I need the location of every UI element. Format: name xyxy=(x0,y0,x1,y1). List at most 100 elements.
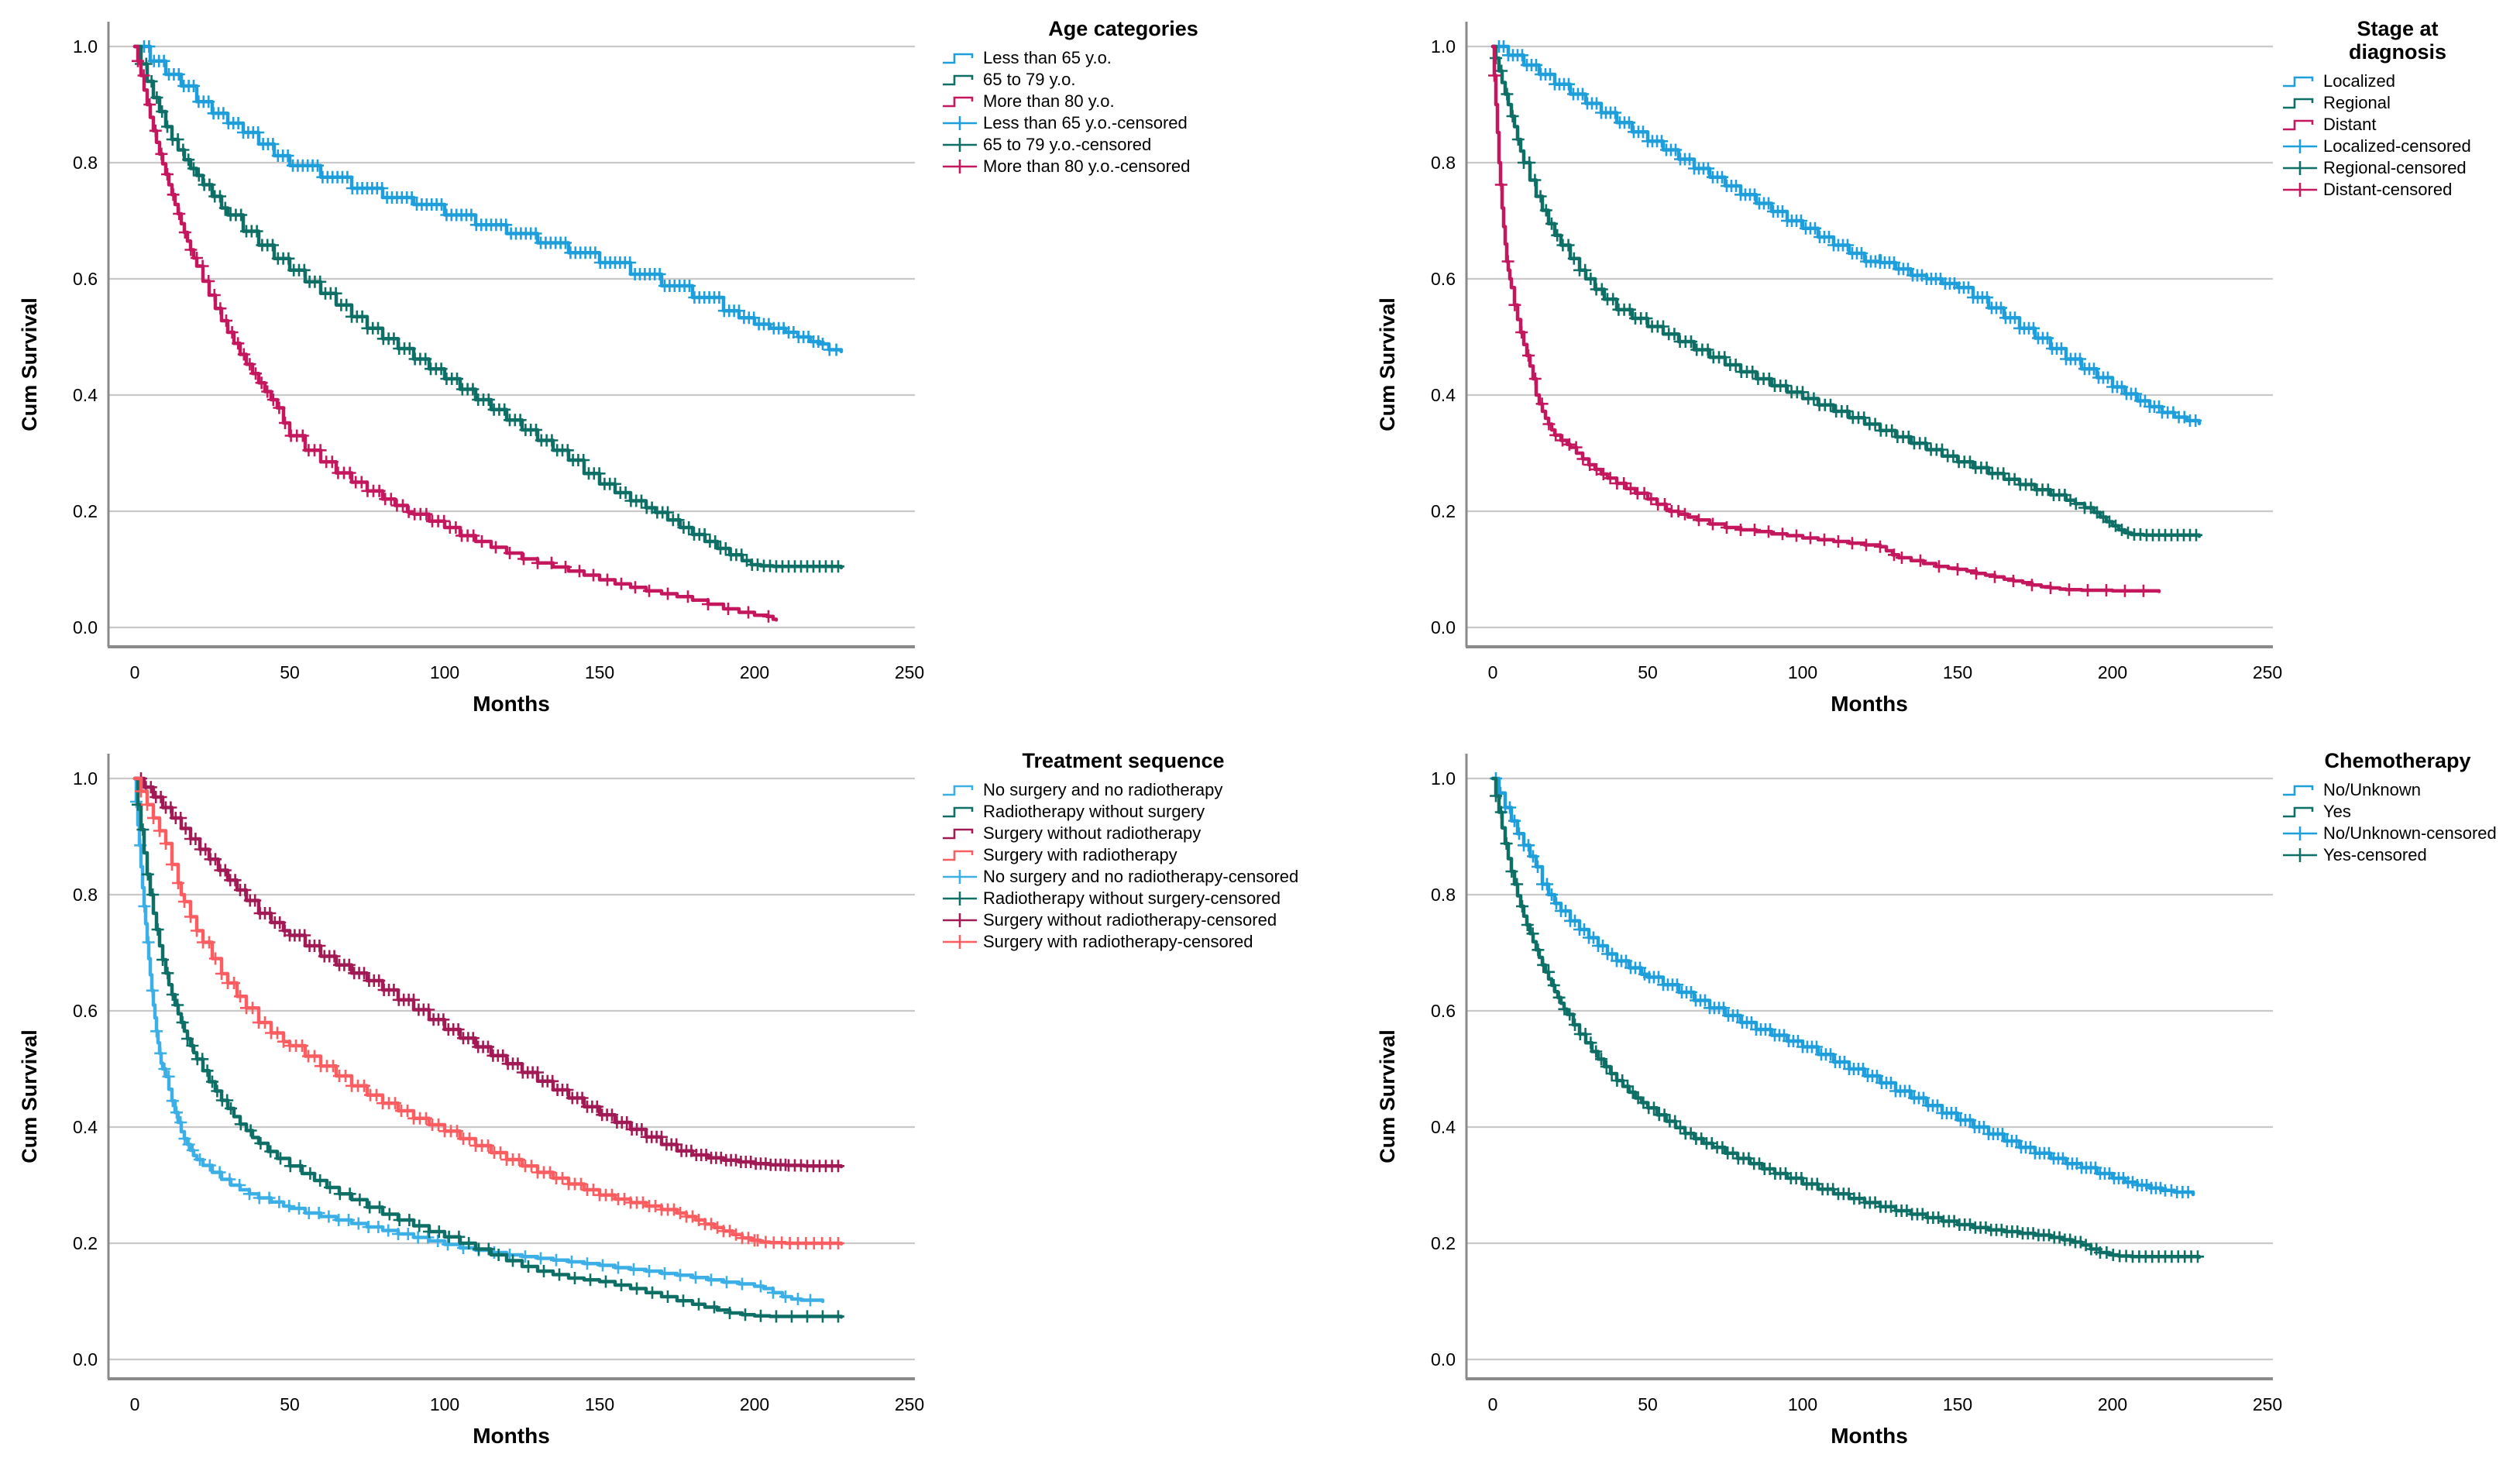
censored-marker-icon xyxy=(943,935,977,949)
x-tick-label: 150 xyxy=(585,662,614,682)
step-line-icon xyxy=(943,785,974,796)
y-axis-title: Cum Survival xyxy=(17,1029,41,1163)
y-tick-label: 0.4 xyxy=(1431,1117,1456,1137)
legend-item-label: Yes xyxy=(2323,802,2351,821)
legend-item-label: Radiotherapy without surgery-censored xyxy=(983,888,1281,908)
step-line-icon xyxy=(943,806,974,818)
legend-item: No/Unknown xyxy=(2281,780,2514,799)
x-axis-title: Months xyxy=(473,692,550,716)
x-tick-label: 250 xyxy=(2253,1394,2282,1414)
y-tick-label: 0.0 xyxy=(1431,1349,1456,1369)
survival-curve xyxy=(1490,776,2202,1260)
legend-item-label: No surgery and no radiotherapy xyxy=(983,780,1223,799)
censored-marker-icon xyxy=(943,116,977,130)
y-tick-label: 0.6 xyxy=(73,269,98,289)
x-tick-label: 250 xyxy=(895,662,924,682)
y-tick-label: 0.0 xyxy=(1431,617,1456,637)
survival-curve xyxy=(1490,776,2195,1197)
y-tick-label: 0.4 xyxy=(1431,385,1456,405)
legend-item-label: Surgery with radiotherapy-censored xyxy=(983,932,1253,951)
y-tick-label: 0.4 xyxy=(73,385,98,405)
legend-item-label: More than 80 y.o.-censored xyxy=(983,156,1191,176)
step-line-icon xyxy=(2283,806,2314,818)
x-axis-title: Months xyxy=(473,1424,550,1448)
legend-item: Surgery with radiotherapy-censored xyxy=(941,932,1305,951)
y-tick-label: 0.6 xyxy=(1431,269,1456,289)
x-tick-label: 150 xyxy=(1943,1394,1972,1414)
legend-item-label: Regional-censored xyxy=(2323,158,2467,177)
censor-marks xyxy=(1493,40,2202,427)
censored-marker-icon xyxy=(2283,827,2317,840)
x-axis-title: Months xyxy=(1831,1424,1908,1448)
x-tick-label: 100 xyxy=(430,1394,459,1414)
legend-item-label: Localized xyxy=(2323,71,2395,91)
step-line-icon xyxy=(943,74,974,86)
y-axis-title: Cum Survival xyxy=(17,297,41,431)
censored-marker-icon xyxy=(943,913,977,927)
censor-marks xyxy=(132,798,844,1323)
legend-title: Age categories xyxy=(1048,17,1198,40)
legend-item: Distant xyxy=(2281,115,2514,134)
legend-item-label: More than 80 y.o. xyxy=(983,91,1115,111)
legend-item: Less than 65 y.o.-censored xyxy=(941,113,1305,132)
legend-item-label: Localized-censored xyxy=(2323,136,2471,156)
legend-item: Radiotherapy without surgery xyxy=(941,802,1305,821)
censored-marker-icon xyxy=(943,138,977,152)
y-tick-label: 0.8 xyxy=(73,885,98,905)
legend-item-label: Less than 65 y.o.-censored xyxy=(983,113,1188,132)
legend-item: No/Unknown-censored xyxy=(2281,823,2514,843)
y-tick-label: 0.0 xyxy=(73,617,98,637)
legend-title: Stage at diagnosis xyxy=(2348,17,2447,64)
censored-marker-icon xyxy=(943,870,977,884)
legend-item: Localized-censored xyxy=(2281,136,2514,156)
x-tick-label: 150 xyxy=(585,1394,614,1414)
legend-item-label: Distant xyxy=(2323,115,2377,134)
censored-marker-icon xyxy=(2283,161,2317,175)
x-tick-label: 100 xyxy=(430,662,459,682)
legend-item-label: 65 to 79 y.o.-censored xyxy=(983,135,1152,154)
legend-item: Yes xyxy=(2281,802,2514,821)
y-tick-label: 0.2 xyxy=(1431,1233,1456,1253)
y-tick-label: 1.0 xyxy=(1431,768,1456,789)
x-tick-label: 200 xyxy=(2098,662,2127,682)
legend-item: Yes-censored xyxy=(2281,845,2514,864)
survival-curve xyxy=(1490,44,2202,538)
censor-marks xyxy=(132,54,775,623)
legend-item: No surgery and no radiotherapy xyxy=(941,780,1305,799)
legend-age-categories: Age categories Less than 65 y.o. 65 to 79 … xyxy=(941,17,1305,178)
step-line-icon xyxy=(2283,785,2314,796)
legend-item: Less than 65 y.o. xyxy=(941,48,1305,67)
legend-item-label: Surgery with radiotherapy xyxy=(983,845,1177,864)
x-tick-label: 0 xyxy=(130,662,140,682)
censored-marker-icon xyxy=(943,892,977,906)
legend-item-label: Surgery without radiotherapy xyxy=(983,823,1202,843)
x-tick-label: 0 xyxy=(1488,1394,1498,1414)
x-tick-label: 150 xyxy=(1943,662,1972,682)
survival-curve xyxy=(132,44,844,354)
y-tick-label: 0.4 xyxy=(73,1117,98,1137)
legend-item: Regional xyxy=(2281,93,2514,112)
step-line-icon xyxy=(943,850,974,861)
legend-title: Chemotherapy xyxy=(2324,749,2471,772)
step-line-icon xyxy=(2283,76,2314,88)
y-tick-label: 0.2 xyxy=(1431,501,1456,521)
legend-chemotherapy: Chemotherapy No/Unknown Yes No/Unknown-cens… xyxy=(2281,749,2514,867)
panel-treatment-sequence: 1.0 0.8 0.6 0.4 0.2 0.0 0 50 100 150 200 250 Cum Su… xyxy=(0,732,1358,1464)
survival-plot-chemotherapy: 1.0 0.8 0.6 0.4 0.2 0.0 0 50 100 150 200 250 xyxy=(1431,754,2282,1414)
step-line-icon xyxy=(943,96,974,108)
y-tick-label: 0.8 xyxy=(1431,885,1456,905)
legend-item-label: Surgery without radiotherapy-censored xyxy=(983,910,1277,930)
censored-marker-icon xyxy=(943,160,977,174)
x-tick-label: 250 xyxy=(2253,662,2282,682)
x-tick-label: 0 xyxy=(1488,662,1498,682)
y-tick-label: 0.6 xyxy=(73,1001,98,1021)
y-tick-label: 0.8 xyxy=(1431,153,1456,173)
survival-curve xyxy=(132,776,825,1304)
x-tick-label: 50 xyxy=(1638,662,1658,682)
legend-item: Distant-censored xyxy=(2281,180,2514,199)
survival-curve xyxy=(1490,44,2161,593)
x-tick-label: 200 xyxy=(2098,1394,2127,1414)
legend-item: More than 80 y.o. xyxy=(941,91,1305,111)
legend-item: 65 to 79 y.o. xyxy=(941,70,1305,89)
